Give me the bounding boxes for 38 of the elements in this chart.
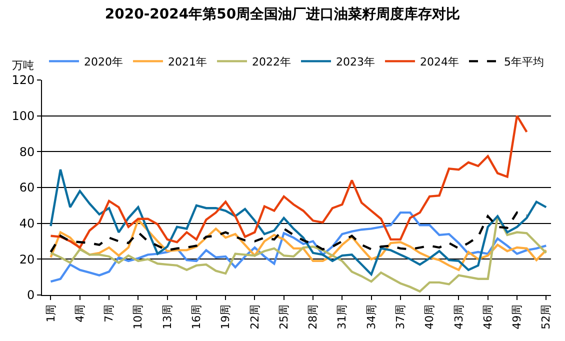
- x-tick-label: 7周: [102, 304, 116, 322]
- x-tick-label: 40周: [423, 304, 436, 330]
- y-tick-label: 120: [12, 73, 35, 88]
- legend-label: 2023年: [336, 55, 375, 68]
- x-tick-label: 34周: [364, 304, 378, 330]
- chart-title: 2020-2024年第50周全国油厂进口油菜籽周度库存对比: [104, 5, 460, 22]
- y-tick-label: 0: [26, 288, 35, 302]
- x-tick-label: 25周: [277, 304, 290, 330]
- x-tick-label: 19周: [219, 304, 232, 330]
- y-axis-title: 万吨: [12, 59, 34, 72]
- y-tick-label: 40: [19, 216, 35, 231]
- x-tick-label: 16周: [190, 304, 204, 330]
- y-tick-label: 60: [19, 180, 35, 195]
- x-tick-label: 1周: [44, 304, 58, 322]
- x-tick-label: 28周: [306, 304, 320, 330]
- x-tick-label: 31周: [336, 304, 349, 330]
- legend-label: 2020年: [84, 55, 123, 68]
- x-tick-label: 4周: [73, 304, 86, 322]
- x-tick-label: 49周: [510, 304, 524, 330]
- x-tick-label: 10周: [132, 304, 145, 330]
- line-series: [50, 114, 528, 249]
- line-series: [50, 218, 548, 272]
- line-series: [50, 168, 548, 276]
- x-tick-label: 46周: [481, 304, 494, 330]
- y-tick-label: 80: [19, 144, 35, 159]
- line-series: [50, 215, 548, 293]
- x-tick-label: 22周: [248, 304, 262, 330]
- y-tick-label: 20: [19, 252, 35, 266]
- legend-label: 2021年: [168, 55, 207, 68]
- legend-label: 2024年: [420, 55, 459, 68]
- y-tick-label: 100: [12, 109, 35, 124]
- x-tick-label: 52周: [540, 304, 553, 330]
- legend-label: 2022年: [252, 55, 291, 68]
- line-series: [50, 211, 548, 283]
- x-tick-label: 43周: [452, 304, 466, 330]
- x-tick-label: 13周: [160, 304, 174, 330]
- x-tick-label: 37周: [394, 304, 408, 330]
- legend-label: 5年平均: [504, 55, 544, 68]
